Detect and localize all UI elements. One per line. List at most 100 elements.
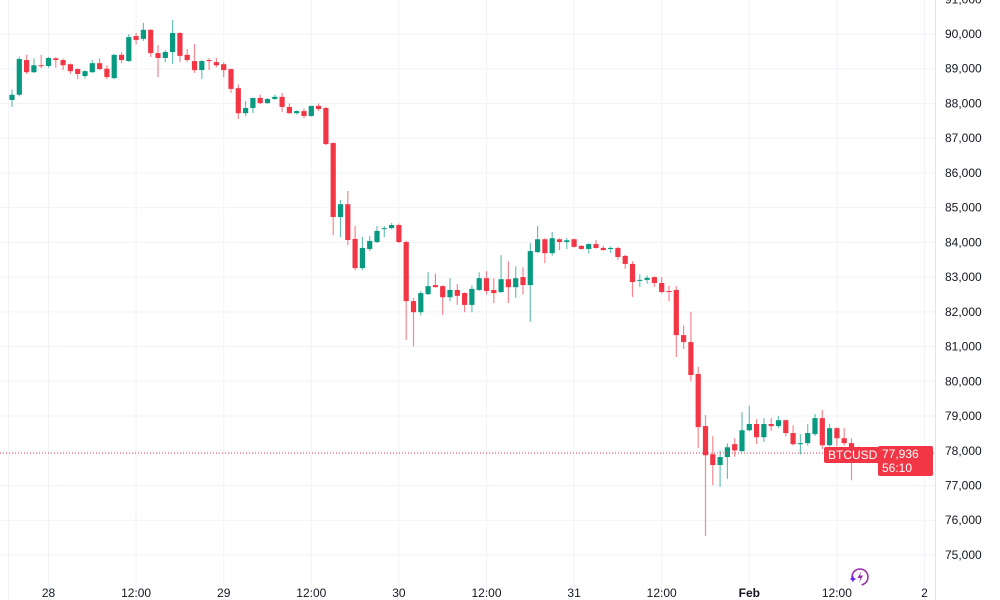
candle-down[interactable]	[345, 190, 351, 246]
candle-up[interactable]	[243, 101, 249, 117]
candle-up[interactable]	[549, 231, 555, 256]
candle-down[interactable]	[410, 297, 417, 347]
candle-up[interactable]	[775, 416, 782, 429]
candle-up[interactable]	[447, 278, 453, 302]
candle-down[interactable]	[118, 52, 125, 64]
candle-down[interactable]	[702, 414, 709, 537]
candle-up[interactable]	[367, 236, 373, 252]
candle-up[interactable]	[812, 413, 818, 436]
candle-down[interactable]	[213, 57, 219, 68]
candle-up[interactable]	[272, 94, 278, 100]
candle-down[interactable]	[593, 239, 599, 249]
candle-up[interactable]	[389, 222, 395, 230]
candle-down[interactable]	[710, 436, 716, 486]
candle-down[interactable]	[666, 285, 672, 302]
candle-up[interactable]	[724, 443, 730, 479]
candle-up[interactable]	[31, 58, 37, 73]
candle-up[interactable]	[170, 20, 176, 64]
candle-down[interactable]	[403, 240, 409, 340]
candle-down[interactable]	[659, 277, 665, 294]
candle-down[interactable]	[286, 103, 292, 114]
candle-up[interactable]	[126, 34, 132, 62]
candle-up[interactable]	[717, 450, 723, 487]
candle-up[interactable]	[637, 274, 643, 287]
candle-up[interactable]	[89, 60, 95, 73]
candle-down[interactable]	[754, 419, 760, 445]
candle-down[interactable]	[323, 106, 329, 146]
candle-down[interactable]	[330, 142, 336, 236]
candle-up[interactable]	[739, 412, 745, 453]
candle-down[interactable]	[221, 62, 227, 78]
candle-down[interactable]	[133, 32, 139, 45]
candle-down[interactable]	[622, 254, 628, 269]
candle-down[interactable]	[104, 65, 110, 80]
candle-up[interactable]	[9, 89, 15, 107]
candle-down[interactable]	[571, 238, 577, 248]
candle-up[interactable]	[381, 226, 387, 238]
candle-up[interactable]	[469, 285, 475, 313]
candle-down[interactable]	[834, 427, 840, 447]
candle-down[interactable]	[148, 29, 154, 57]
candle-down[interactable]	[841, 428, 847, 446]
candle-down[interactable]	[681, 325, 687, 350]
candle-up[interactable]	[337, 200, 344, 238]
price-axis[interactable]: 75,000 76,000 77,000 78,000 79,000 80,000 81,0…	[945, 0, 982, 562]
candle-up[interactable]	[359, 237, 365, 271]
candle-down[interactable]	[352, 226, 358, 271]
candle-down[interactable]	[24, 54, 30, 74]
candle-down[interactable]	[695, 366, 701, 448]
candle-up[interactable]	[162, 49, 168, 63]
candle-down[interactable]	[191, 44, 198, 73]
candle-up[interactable]	[425, 272, 431, 296]
candle-down[interactable]	[432, 273, 438, 288]
candle-up[interactable]	[498, 255, 504, 294]
candle-down[interactable]	[768, 418, 774, 431]
candle-up[interactable]	[111, 54, 117, 80]
candle-down[interactable]	[60, 58, 66, 71]
candle-up[interactable]	[476, 272, 482, 292]
candle-up[interactable]	[797, 434, 803, 455]
candle-down[interactable]	[491, 278, 497, 304]
candle-down[interactable]	[206, 57, 212, 71]
candle-up[interactable]	[250, 97, 256, 114]
candle-down[interactable]	[783, 419, 789, 437]
candle-down[interactable]	[819, 410, 825, 450]
candle-up[interactable]	[608, 246, 614, 253]
candle-up[interactable]	[294, 110, 300, 115]
candle-down[interactable]	[396, 223, 402, 244]
candle-down[interactable]	[75, 68, 81, 80]
candle-down[interactable]	[228, 68, 234, 94]
candle-up[interactable]	[805, 424, 811, 446]
candle-down[interactable]	[38, 54, 44, 69]
candle-up[interactable]	[586, 243, 592, 254]
candle-up[interactable]	[374, 226, 380, 244]
candle-down[interactable]	[316, 103, 322, 112]
candle-up[interactable]	[45, 56, 52, 69]
candle-up[interactable]	[308, 105, 314, 117]
candle-down[interactable]	[542, 238, 548, 264]
candle-up[interactable]	[527, 243, 533, 322]
candle-up[interactable]	[564, 238, 570, 249]
candle-down[interactable]	[97, 58, 103, 71]
candle-up[interactable]	[827, 424, 833, 447]
candle-down[interactable]	[651, 276, 657, 287]
candle-down[interactable]	[257, 94, 263, 105]
candle-down[interactable]	[301, 108, 307, 119]
candle-up[interactable]	[418, 291, 424, 316]
candle-down[interactable]	[556, 238, 563, 251]
candle-down[interactable]	[177, 32, 183, 63]
candle-up[interactable]	[140, 22, 146, 41]
candle-down[interactable]	[67, 63, 73, 74]
candle-up[interactable]	[535, 226, 541, 254]
lightning-bolt-icon[interactable]	[847, 566, 871, 588]
candle-down[interactable]	[615, 246, 621, 260]
candle-down[interactable]	[520, 267, 526, 295]
candle-down[interactable]	[688, 311, 694, 382]
candle-down[interactable]	[578, 245, 584, 250]
candle-up[interactable]	[644, 275, 650, 284]
candle-up[interactable]	[761, 418, 767, 443]
candle-down[interactable]	[184, 48, 190, 62]
candle-up[interactable]	[264, 97, 271, 104]
candle-down[interactable]	[462, 292, 468, 313]
